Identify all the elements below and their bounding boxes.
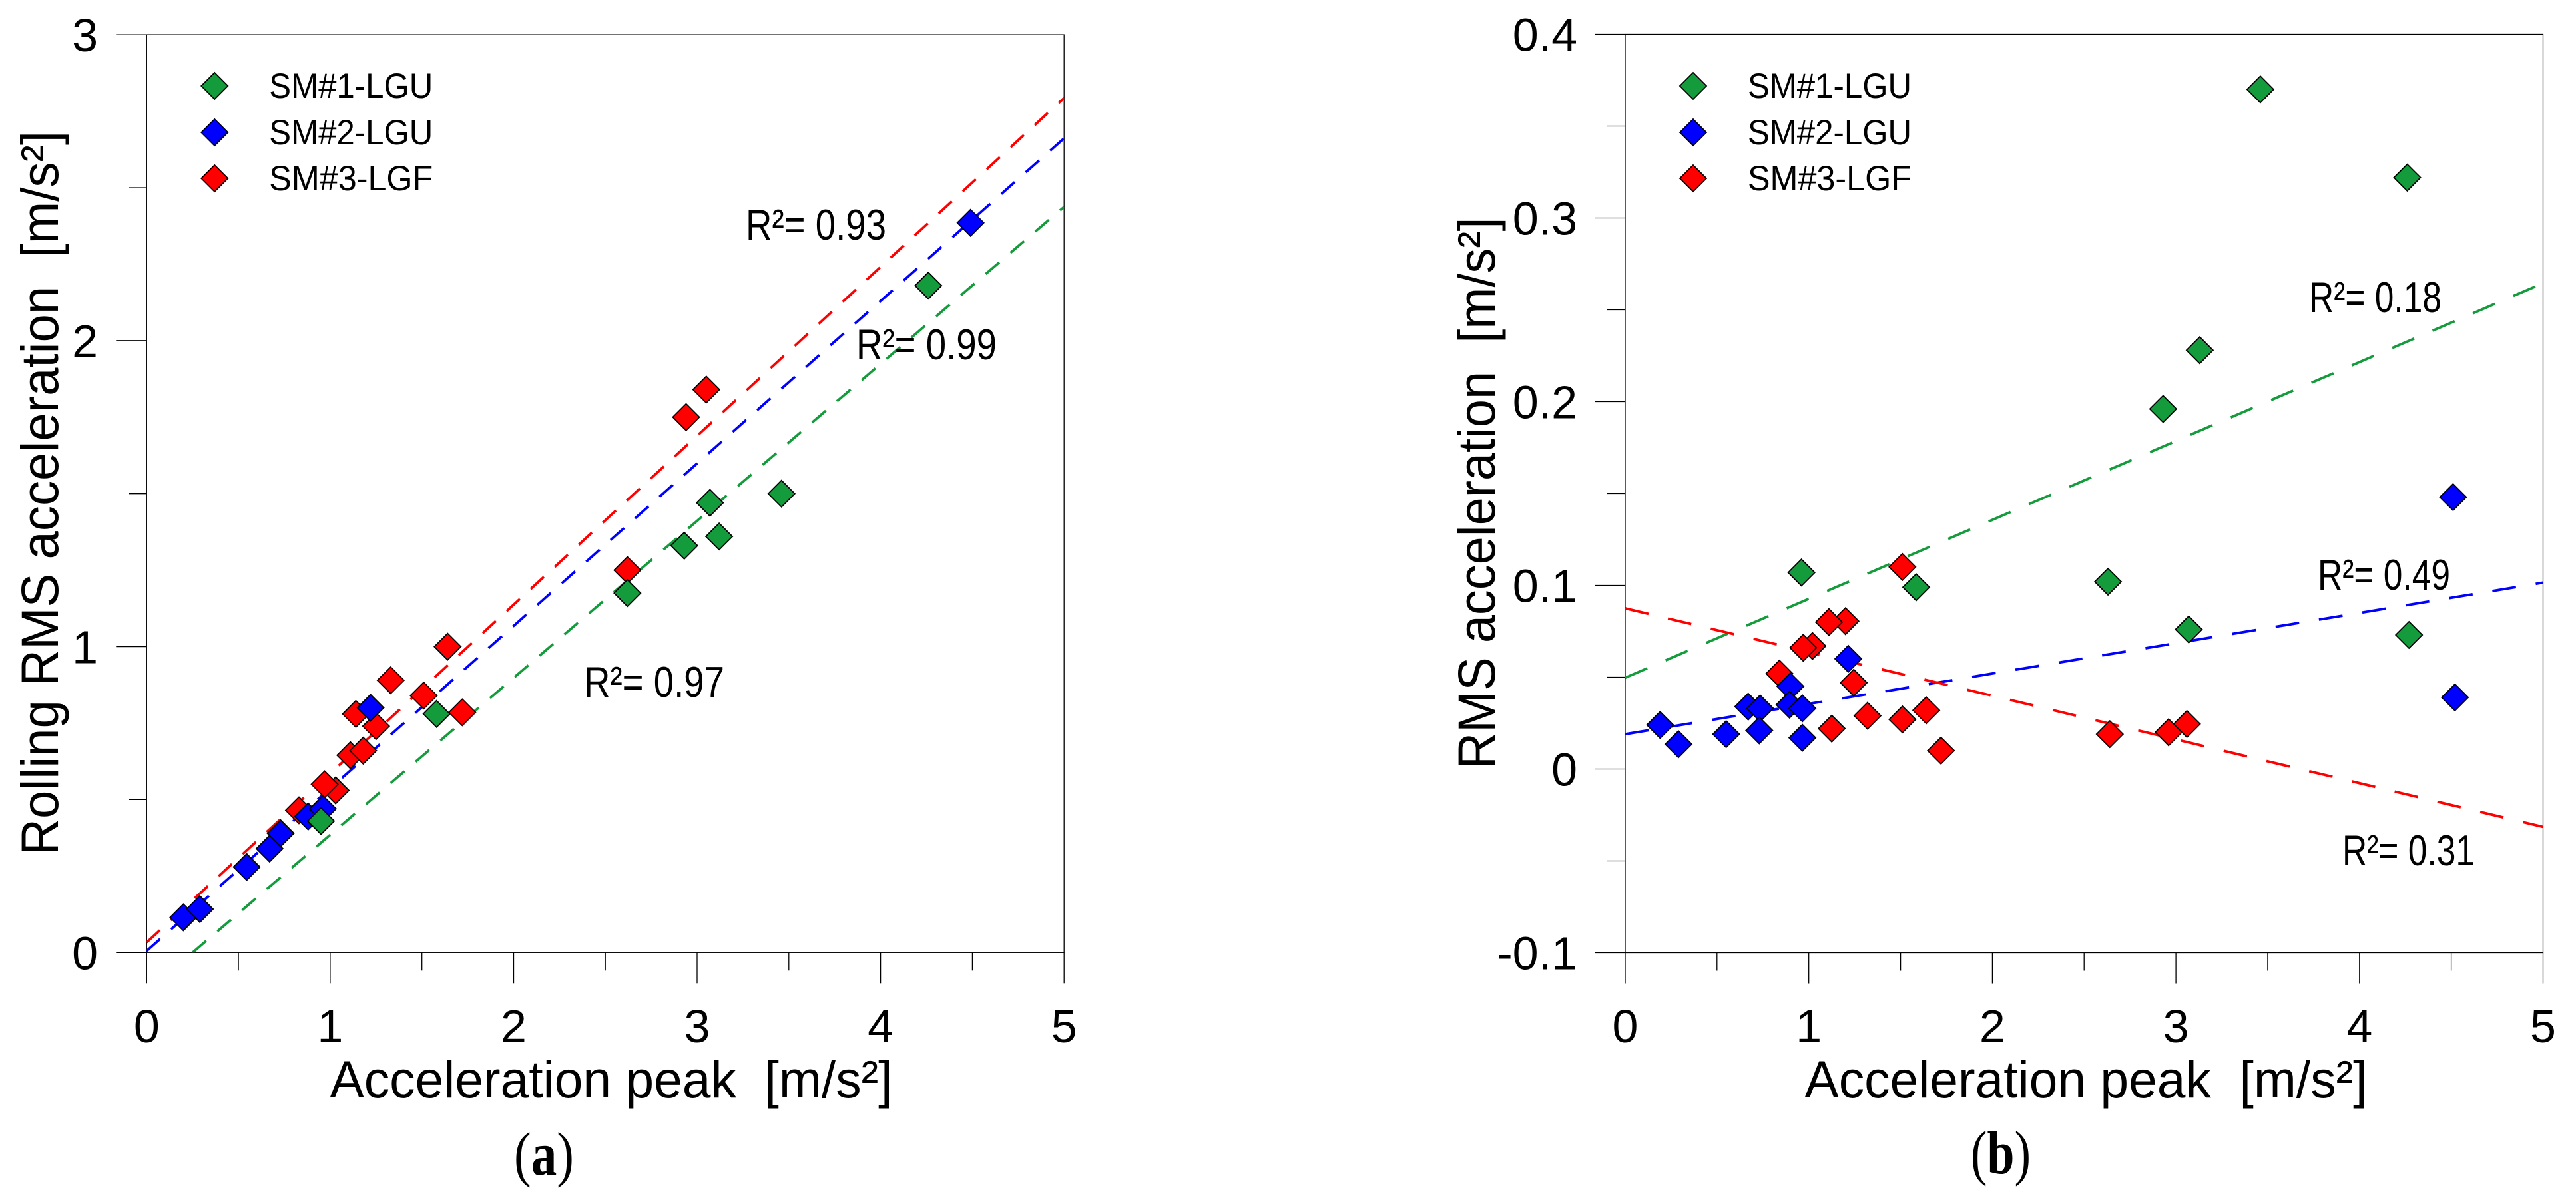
svg-text:Acceleration peak [m/s²]: Acceleration peak [m/s²] — [330, 1050, 893, 1109]
svg-text:SM#3-LGF: SM#3-LGF — [269, 159, 433, 198]
svg-text:3: 3 — [2163, 1000, 2189, 1052]
svg-text:0: 0 — [1613, 1000, 1639, 1052]
svg-text:4: 4 — [868, 1000, 894, 1052]
svg-text:Acceleration peak [m/s²]: Acceleration peak [m/s²] — [1805, 1050, 2368, 1109]
svg-text:SM#2-LGU: SM#2-LGU — [269, 113, 433, 152]
svg-text:5: 5 — [2530, 1000, 2556, 1052]
svg-text:1: 1 — [317, 1000, 343, 1052]
svg-text:Rolling RMS acceleration [m/s: Rolling RMS acceleration [m/s²] — [10, 131, 69, 855]
svg-text:RMS acceleration [m/s²]: RMS acceleration [m/s²] — [1447, 218, 1506, 769]
svg-text:R²= 0.31: R²= 0.31 — [2342, 826, 2475, 875]
svg-text:1: 1 — [1796, 1000, 1822, 1052]
svg-text:0: 0 — [72, 927, 98, 979]
svg-text:5: 5 — [1051, 1000, 1077, 1052]
svg-text:3: 3 — [684, 1000, 710, 1052]
svg-text:0.4: 0.4 — [1513, 9, 1577, 61]
svg-text:R²= 0.93: R²= 0.93 — [746, 200, 886, 249]
svg-text:(a): (a) — [514, 1120, 574, 1188]
svg-text:R²= 0.97: R²= 0.97 — [584, 658, 724, 706]
svg-text:0.2: 0.2 — [1513, 377, 1577, 429]
svg-text:0: 0 — [1551, 744, 1577, 796]
svg-text:SM#1-LGU: SM#1-LGU — [1748, 67, 1912, 106]
svg-text:R²= 0.49: R²= 0.49 — [2318, 550, 2450, 599]
svg-text:0.1: 0.1 — [1513, 560, 1577, 612]
svg-text:SM#3-LGF: SM#3-LGF — [1748, 159, 1912, 198]
svg-text:0.3: 0.3 — [1513, 193, 1577, 245]
svg-text:2: 2 — [72, 315, 98, 367]
svg-text:2: 2 — [1979, 1000, 2005, 1052]
svg-text:1: 1 — [72, 622, 98, 674]
svg-text:(b): (b) — [1971, 1119, 2031, 1187]
svg-text:3: 3 — [72, 9, 98, 61]
svg-text:R²= 0.99: R²= 0.99 — [856, 320, 997, 369]
svg-text:2: 2 — [501, 1000, 527, 1052]
svg-text:SM#1-LGU: SM#1-LGU — [269, 67, 433, 106]
svg-text:SM#2-LGU: SM#2-LGU — [1748, 113, 1912, 152]
svg-text:-0.1: -0.1 — [1497, 928, 1577, 980]
svg-text:R²= 0.18: R²= 0.18 — [2309, 273, 2442, 321]
svg-text:4: 4 — [2346, 1000, 2372, 1052]
svg-text:0: 0 — [134, 1000, 160, 1052]
